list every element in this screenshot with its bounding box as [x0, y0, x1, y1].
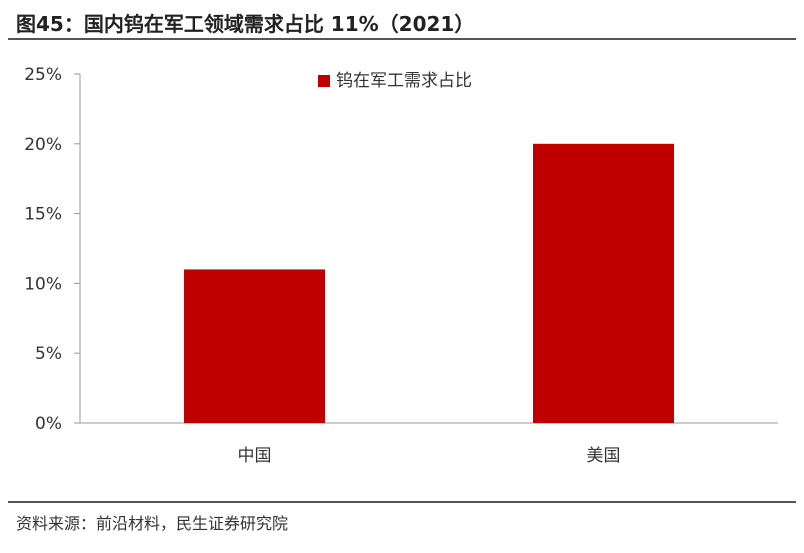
- y-tick-label: 0%: [35, 414, 62, 434]
- legend-swatch: [318, 75, 330, 87]
- x-tick-label: 中国: [238, 446, 272, 466]
- y-tick-label: 20%: [24, 135, 62, 155]
- bar-chart: 0% 5% 10% 15% 20% 25% 中国 美国 钨在军工需求占比: [24, 65, 778, 466]
- source-divider: [8, 501, 796, 503]
- bar: [533, 143, 674, 424]
- legend: 钨在军工需求占比: [318, 71, 472, 91]
- y-tick-label: 25%: [24, 65, 62, 85]
- y-axis: 0% 5% 10% 15% 20% 25%: [24, 65, 81, 434]
- title-divider: [8, 38, 796, 40]
- legend-label: 钨在军工需求占比: [336, 71, 472, 91]
- figure-title: 图45：国内钨在军工领域需求占比 11%（2021）: [16, 12, 475, 36]
- y-tick-label: 5%: [35, 344, 62, 364]
- y-tick-label: 10%: [24, 274, 62, 294]
- y-tick-label: 15%: [24, 205, 62, 225]
- x-axis: 中国 美国: [80, 422, 778, 466]
- x-tick-label: 美国: [587, 446, 621, 466]
- bar: [184, 269, 325, 423]
- bars: [184, 143, 674, 424]
- source-note: 资料来源：前沿材料，民生证券研究院: [16, 514, 289, 533]
